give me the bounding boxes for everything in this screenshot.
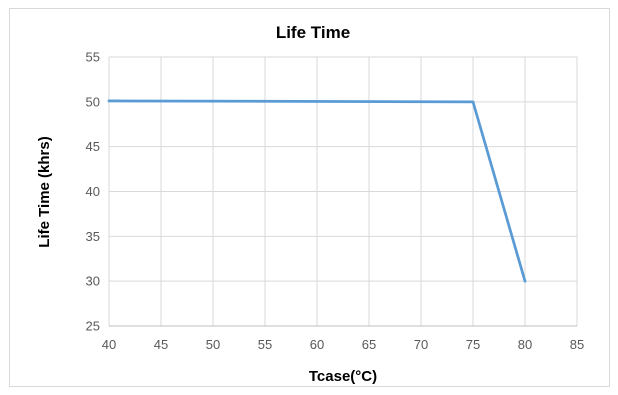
x-tick-label: 45: [154, 337, 168, 352]
grid-layer: [108, 56, 578, 327]
y-tick-label: 45: [86, 139, 100, 154]
y-tick-label: 30: [86, 274, 100, 289]
x-tick-label: 40: [102, 337, 116, 352]
y-tick-label: 55: [86, 50, 100, 65]
x-axis-title: Tcase(°C): [309, 368, 377, 385]
x-tick-label: 55: [258, 337, 272, 352]
y-tick-label: 50: [86, 94, 100, 109]
y-tick-label: 25: [86, 319, 100, 334]
series-layer: [107, 99, 527, 283]
y-axis-title: Life Time (khrs): [36, 136, 53, 247]
x-tick-label: 80: [518, 337, 532, 352]
x-tick-label: 70: [414, 337, 428, 352]
x-tick-label: 60: [310, 337, 324, 352]
series-line: [107, 99, 527, 283]
x-tick-label: 65: [362, 337, 376, 352]
x-tick-label: 85: [570, 337, 584, 352]
axis-layer: 40 45 50 55 60 65 70 75 80 85 25 30 35 40 45 50 55: [86, 50, 585, 353]
y-tick-label: 35: [86, 229, 100, 244]
chart-title: Life Time: [276, 23, 350, 42]
x-tick-label: 75: [466, 337, 480, 352]
x-tick-label: 50: [206, 337, 220, 352]
y-tick-label: 40: [86, 184, 100, 199]
